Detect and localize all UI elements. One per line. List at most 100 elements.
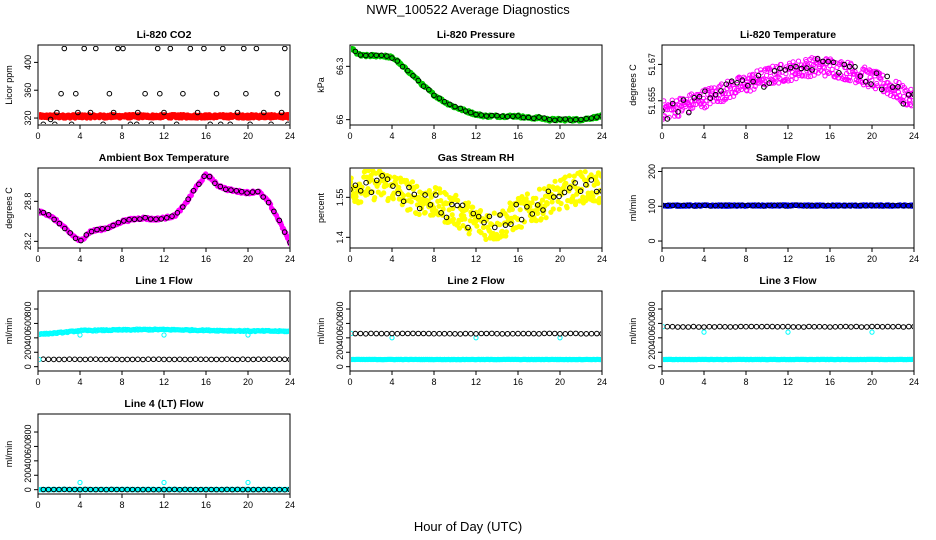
data-point	[436, 95, 443, 101]
data-point	[217, 183, 224, 190]
series-green	[351, 46, 601, 124]
plot-area	[39, 46, 289, 124]
x-tick-label: 16	[201, 500, 211, 510]
data-point	[593, 188, 600, 195]
data-point	[40, 209, 47, 216]
y-tick-label: 600	[647, 316, 657, 331]
data-point	[798, 202, 805, 209]
data-point	[468, 109, 474, 116]
x-tick-label: 12	[471, 254, 481, 264]
data-point	[363, 331, 369, 337]
data-point	[39, 208, 41, 214]
data-point	[562, 331, 569, 337]
data-point	[728, 202, 735, 209]
data-point	[536, 331, 542, 337]
data-point	[852, 202, 858, 209]
data-point	[400, 198, 407, 205]
data-point	[494, 330, 500, 337]
data-point	[157, 90, 163, 97]
data-point	[106, 90, 113, 97]
data-point	[410, 73, 416, 79]
x-tick-label: 20	[243, 254, 253, 264]
data-point	[761, 84, 767, 90]
data-point	[352, 182, 359, 189]
data-point	[793, 63, 799, 70]
series-black	[351, 173, 601, 231]
data-point	[782, 203, 789, 209]
series-black	[352, 330, 601, 337]
data-point	[764, 323, 770, 330]
data-point	[480, 224, 487, 230]
x-tick-label: 24	[285, 131, 295, 141]
data-point	[120, 46, 126, 52]
data-point	[452, 331, 458, 337]
data-point	[868, 69, 874, 75]
data-point	[450, 216, 456, 222]
x-tick-label: 12	[783, 377, 793, 387]
data-point	[892, 85, 899, 91]
data-point	[110, 222, 116, 229]
data-point	[167, 46, 174, 52]
data-point	[465, 224, 471, 231]
data-point	[822, 73, 828, 79]
y-tick-label: 28.2	[23, 233, 33, 251]
data-point	[282, 356, 288, 363]
data-point	[395, 190, 402, 197]
data-point	[196, 181, 202, 188]
data-point	[66, 486, 73, 493]
data-point	[690, 323, 697, 330]
y-tick-label: 200	[647, 345, 657, 360]
data-point	[827, 324, 833, 330]
data-point	[577, 188, 584, 194]
data-point	[268, 121, 274, 124]
data-point	[224, 486, 230, 493]
data-point	[47, 116, 54, 123]
data-point	[879, 86, 885, 93]
data-point	[766, 202, 773, 209]
y-tick-label: 200	[23, 345, 33, 360]
data-point	[229, 356, 236, 363]
panel-title: Line 1 Flow	[135, 275, 193, 287]
data-point	[271, 486, 278, 493]
data-point	[222, 186, 229, 193]
data-point	[536, 114, 542, 120]
data-point	[911, 323, 913, 330]
x-tick-label: 8	[743, 131, 748, 141]
data-point	[384, 176, 391, 182]
data-point	[663, 113, 667, 119]
data-point	[40, 356, 47, 363]
data-point	[473, 111, 479, 118]
data-point	[566, 173, 573, 179]
series-black	[663, 202, 913, 209]
data-point	[203, 486, 209, 493]
data-point	[148, 121, 155, 124]
data-point	[599, 113, 601, 119]
x-tick-label: 20	[555, 254, 565, 264]
data-point	[127, 121, 134, 124]
data-point	[426, 330, 432, 337]
data-point	[864, 324, 870, 330]
data-point	[533, 218, 540, 224]
data-point	[718, 202, 724, 209]
data-point	[841, 61, 848, 68]
data-point	[234, 356, 241, 363]
data-point	[415, 330, 422, 337]
data-point	[900, 324, 907, 330]
data-point	[255, 486, 262, 493]
data-point	[563, 180, 569, 186]
data-point	[253, 46, 260, 52]
data-point	[247, 121, 253, 124]
panel-6: Sample Flow 0 4 8 12 16 20 24 0 100 200 ml/min	[628, 152, 919, 264]
data-point	[166, 356, 172, 363]
y-axis-label: degrees C	[628, 64, 638, 106]
data-point	[161, 486, 167, 493]
data-point	[261, 486, 267, 493]
y-axis-label: ml/min	[4, 318, 14, 345]
data-point	[776, 80, 782, 86]
panel-title: Ambient Box Temperature	[99, 152, 230, 164]
data-point	[664, 202, 671, 209]
data-point	[722, 324, 728, 330]
data-point	[406, 184, 412, 191]
data-point	[58, 90, 64, 97]
